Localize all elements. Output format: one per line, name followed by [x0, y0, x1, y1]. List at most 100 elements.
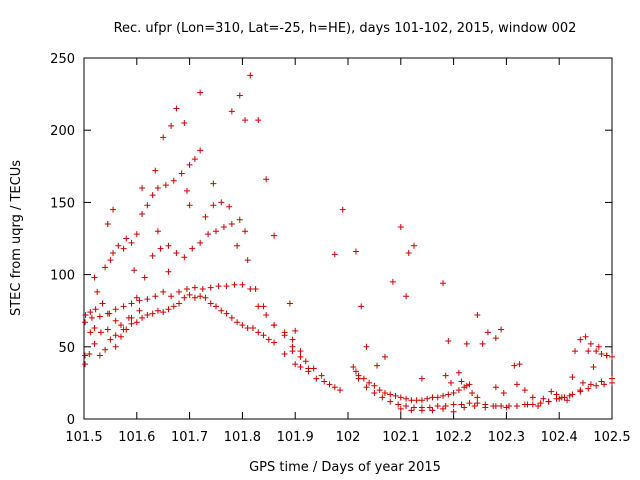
data-point — [387, 391, 394, 398]
x-tick: 102 — [336, 58, 360, 445]
data-point — [139, 184, 146, 191]
data-point — [87, 329, 94, 336]
data-point — [403, 403, 410, 410]
y-tick: 200 — [50, 124, 612, 139]
data-point — [297, 348, 304, 355]
y-axis: 0 50 100 150 200 250 — [50, 52, 612, 428]
data-point — [569, 374, 576, 381]
data-point — [82, 312, 89, 319]
x-tick: 102.5 — [593, 58, 631, 445]
data-point — [545, 398, 552, 405]
data-point — [558, 394, 565, 401]
data-point — [429, 394, 436, 401]
data-point — [199, 286, 206, 293]
data-point — [376, 387, 383, 394]
data-point — [133, 319, 140, 326]
data-point — [181, 119, 188, 126]
data-point — [181, 254, 188, 261]
data-point — [424, 395, 431, 402]
data-point — [191, 156, 198, 163]
data-point — [609, 375, 615, 382]
data-point — [603, 352, 610, 359]
data-point — [289, 348, 296, 355]
data-point — [381, 353, 388, 360]
data-point — [492, 335, 499, 342]
x-tick-label: 102.5 — [593, 430, 630, 445]
data-point — [149, 310, 156, 317]
data-point — [213, 228, 219, 235]
data-point — [455, 369, 462, 376]
data-point — [178, 170, 185, 177]
data-point — [281, 329, 288, 336]
data-point — [170, 177, 177, 184]
y-tick-label: 0 — [67, 413, 75, 428]
data-point — [426, 404, 433, 411]
data-point — [458, 378, 465, 385]
y-tick: 100 — [50, 269, 612, 284]
data-point — [511, 362, 518, 369]
data-point — [492, 384, 499, 391]
y-tick-label: 50 — [58, 341, 75, 356]
data-point — [445, 391, 452, 398]
data-point — [133, 231, 140, 238]
data-point — [176, 288, 183, 295]
data-point — [397, 223, 404, 230]
data-point — [165, 306, 172, 313]
data-point — [590, 364, 597, 371]
data-point — [133, 294, 140, 301]
chart-title: Rec. ufpr (Lon=310, Lat=-25, h=HE), days… — [114, 21, 577, 36]
data-point — [207, 300, 214, 307]
x-tick: 102.1 — [382, 58, 419, 445]
data-point — [271, 322, 278, 329]
data-point — [461, 404, 468, 411]
data-point — [302, 358, 309, 365]
data-point — [215, 283, 222, 290]
data-point — [160, 288, 167, 295]
data-point — [585, 348, 592, 355]
data-point — [82, 361, 89, 368]
data-point — [474, 394, 481, 401]
data-point — [371, 390, 378, 397]
data-point — [310, 365, 317, 372]
data-point — [450, 401, 457, 408]
data-point — [197, 239, 204, 246]
y-tick-label: 250 — [50, 52, 75, 67]
data-point — [289, 336, 296, 343]
data-point — [395, 401, 402, 408]
data-point — [139, 314, 146, 321]
data-point — [292, 361, 299, 368]
data-point — [389, 278, 396, 285]
data-point — [120, 303, 127, 310]
data-point — [247, 72, 254, 79]
data-point — [91, 274, 98, 281]
data-point — [305, 365, 312, 372]
data-point — [96, 352, 103, 359]
y-tick-label: 200 — [50, 124, 75, 139]
x-tick: 101.9 — [277, 58, 314, 445]
x-tick-label: 102.1 — [382, 430, 419, 445]
data-point — [516, 361, 523, 368]
x-axis: 101.5 101.6 101.7 101.8 101.9 102 102.1 102.2 10… — [65, 58, 631, 445]
data-point — [564, 397, 571, 404]
data-point — [107, 257, 114, 264]
data-point — [202, 294, 209, 301]
data-point — [471, 403, 478, 410]
data-point — [447, 379, 454, 386]
data-point — [197, 293, 204, 300]
x-tick: 101.6 — [118, 58, 155, 445]
data-point — [387, 398, 394, 405]
data-point — [595, 343, 602, 350]
data-point — [220, 223, 227, 230]
data-point — [154, 307, 161, 314]
data-point — [313, 375, 320, 382]
data-point — [152, 167, 159, 174]
x-tick: 101.8 — [224, 58, 261, 445]
data-point — [165, 242, 172, 249]
y-tick: 150 — [50, 196, 612, 211]
data-point — [442, 372, 449, 379]
data-point — [587, 340, 594, 347]
data-point — [450, 408, 457, 415]
data-point — [82, 352, 89, 359]
x-axis-label: GPS time / Days of year 2015 — [249, 460, 441, 475]
